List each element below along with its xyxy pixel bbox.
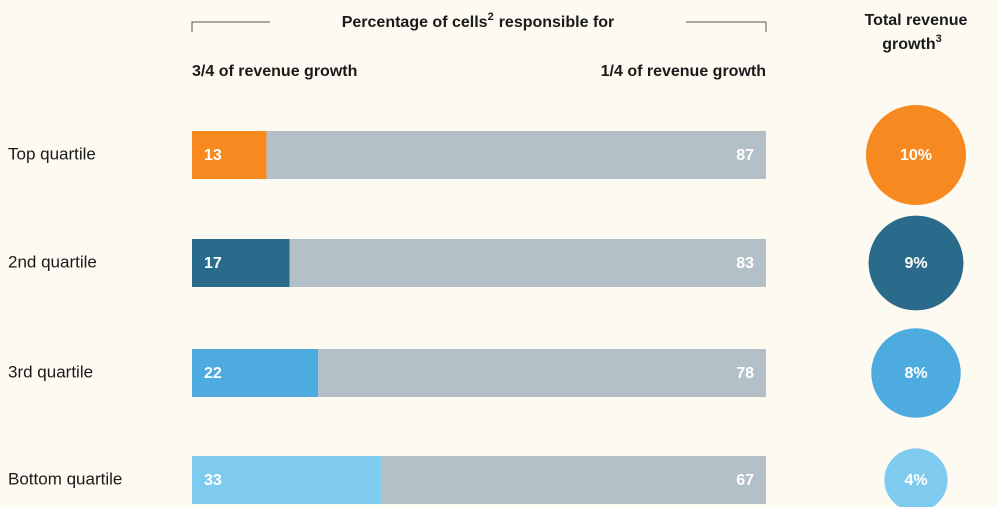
bubble (868, 215, 964, 311)
bar-label: 78 (736, 365, 754, 382)
title-superscript: 2 (488, 11, 494, 23)
bar-label: 87 (736, 147, 754, 164)
bar-label: 83 (736, 255, 754, 272)
bracket-left (191, 21, 270, 32)
title-text: Percentage of cells (342, 14, 488, 31)
bubble (871, 328, 961, 418)
left-header: 3/4 of revenue growth (192, 63, 357, 80)
bubble-title-line2: growth3 (882, 33, 941, 53)
bubble (884, 448, 948, 507)
bubble-label: 4% (904, 472, 927, 489)
category-label: 2nd quartile (8, 252, 97, 271)
bar-segment (266, 131, 766, 179)
bar-segment (289, 239, 766, 287)
title-suffix: responsible for (499, 14, 615, 31)
bubble-label: 10% (900, 147, 932, 164)
chart-title: Percentage of cells2 responsible for (342, 11, 615, 31)
right-header: 1/4 of revenue growth (601, 63, 766, 80)
bar-label: 22 (204, 365, 222, 382)
bubble-title-superscript: 3 (936, 33, 942, 45)
bar-segment (192, 456, 382, 504)
bar-label: 13 (204, 147, 222, 164)
bar-segment (318, 349, 766, 397)
bar-label: 33 (204, 472, 222, 489)
bracket-right (686, 21, 767, 32)
bubble-label: 9% (904, 255, 927, 272)
category-label: 3rd quartile (8, 362, 93, 381)
category-label: Bottom quartile (8, 469, 122, 488)
bubble-title: Total revenue (865, 12, 968, 29)
bar-segment (192, 239, 290, 287)
bar-label: 17 (204, 255, 222, 272)
bubble-label: 8% (904, 365, 927, 382)
category-label: Top quartile (8, 144, 96, 163)
bar-segment (192, 349, 319, 397)
bar-segment (381, 456, 766, 504)
bubble-title-text: growth (882, 36, 935, 53)
bubble (866, 105, 966, 205)
bar-label: 67 (736, 472, 754, 489)
bar-segment (192, 131, 267, 179)
